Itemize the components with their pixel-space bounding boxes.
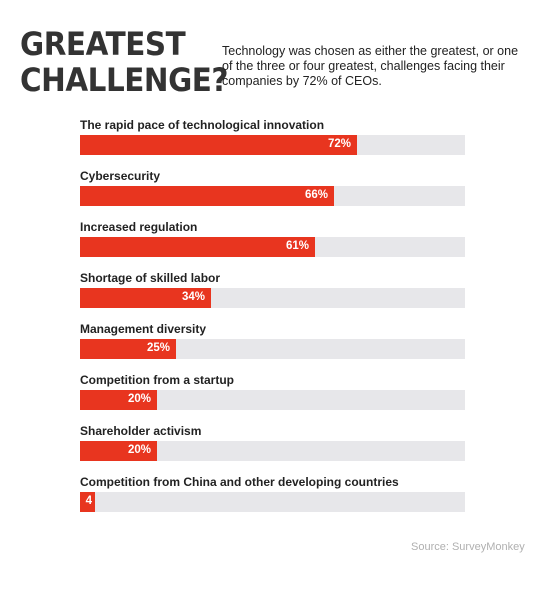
bar-value-label: 34% <box>181 291 205 303</box>
category-label: Management diversity <box>80 322 207 336</box>
bar: 20% <box>80 390 157 410</box>
bar-value-label: 20% <box>127 393 151 405</box>
bar-value-label: 72% <box>327 138 351 150</box>
bar-row: Shareholder activism 20% <box>80 424 465 464</box>
bar-row: Competition from a startup 20% <box>80 373 465 413</box>
headline: GREATEST CHALLENGE? <box>20 25 229 99</box>
category-label: Increased regulation <box>80 220 198 234</box>
bar: 4 <box>80 492 95 512</box>
category-label: Shortage of skilled labor <box>80 271 221 285</box>
bar-value-label: 20% <box>127 444 151 456</box>
bar: 72% <box>80 135 357 155</box>
bar-track: 4 <box>80 492 465 512</box>
bar-track: 34% <box>80 288 465 308</box>
bar-value-label: 4 <box>85 495 92 507</box>
bar-row: Shortage of skilled labor 34% <box>80 271 465 311</box>
bar-row: Increased regulation 61% <box>80 220 465 260</box>
category-label: Competition from China and other develop… <box>80 475 399 489</box>
bar: 25% <box>80 339 176 359</box>
headline-line-1: GREATEST <box>20 25 186 63</box>
subtitle: Technology was chosen as either the grea… <box>222 44 519 88</box>
bar-track: 20% <box>80 441 465 461</box>
bar-track: 61% <box>80 237 465 257</box>
bar: 61% <box>80 237 315 257</box>
bar-track: 20% <box>80 390 465 410</box>
source-note: Source: SurveyMonkey <box>411 541 525 553</box>
bar: 66% <box>80 186 334 206</box>
category-label: The rapid pace of technological innovati… <box>80 118 325 132</box>
category-label: Shareholder activism <box>80 424 202 438</box>
bar-value-label: 66% <box>304 189 328 201</box>
category-label: Competition from a startup <box>80 373 235 387</box>
bar: 20% <box>80 441 157 461</box>
bar-row: Competition from China and other develop… <box>80 475 465 515</box>
bar-row: Management diversity 25% <box>80 322 465 362</box>
bar-track: 72% <box>80 135 465 155</box>
bar-row: The rapid pace of technological innovati… <box>80 118 465 158</box>
headline-line-2: CHALLENGE? <box>20 61 229 99</box>
bar-value-label: 25% <box>146 342 170 354</box>
bar: 34% <box>80 288 211 308</box>
bar-track: 66% <box>80 186 465 206</box>
category-label: Cybersecurity <box>80 169 161 183</box>
bar-value-label: 61% <box>285 240 309 252</box>
bar-track: 25% <box>80 339 465 359</box>
bar-row: Cybersecurity 66% <box>80 169 465 209</box>
